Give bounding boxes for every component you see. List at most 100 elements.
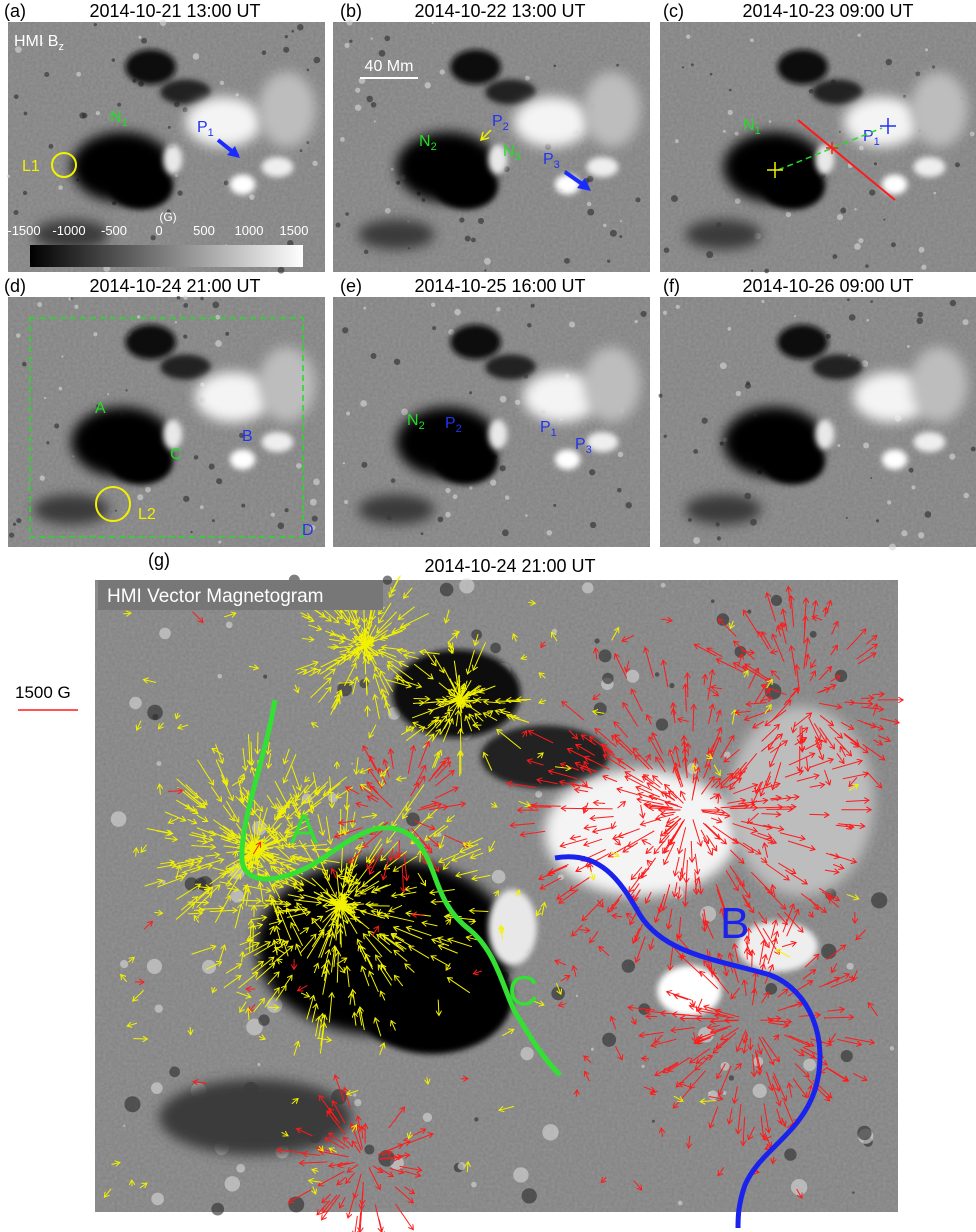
speckle (753, 1084, 767, 1098)
panel-label: (b) (340, 1, 362, 21)
speckle (652, 1120, 655, 1123)
text: P (492, 113, 503, 130)
speckle (209, 464, 215, 470)
speckle (870, 300, 873, 303)
speckle (220, 81, 224, 85)
speckle (810, 631, 817, 638)
subscript: 3 (515, 151, 521, 163)
label-b: B (242, 428, 253, 445)
text: P (863, 128, 874, 145)
speckle (934, 192, 937, 195)
speckle (925, 48, 928, 51)
speckle (890, 1046, 894, 1050)
magnetic-feature (434, 440, 497, 485)
speckle (682, 66, 684, 68)
speckle (619, 235, 622, 238)
magnetic-feature (812, 355, 863, 380)
speckle (500, 396, 507, 403)
speckle (123, 1125, 125, 1127)
panel-time: 2014-10-24 21:00 UT (424, 556, 595, 576)
subscript: z (58, 41, 64, 53)
speckle (355, 104, 361, 110)
speckle (478, 218, 484, 224)
speckle (527, 323, 532, 328)
speckle (194, 455, 199, 460)
speckle (379, 50, 386, 57)
speckle (617, 488, 622, 493)
speckle (970, 132, 975, 137)
speckle (370, 37, 372, 39)
field-vector (496, 701, 520, 702)
speckle (54, 423, 59, 428)
magnetic-feature (914, 157, 946, 177)
speckle (839, 131, 841, 133)
speckle (16, 518, 21, 523)
speckle (678, 1201, 683, 1206)
speckle (200, 505, 204, 509)
magnetic-feature (583, 347, 640, 422)
magnetic-feature (33, 495, 109, 525)
speckle (13, 523, 16, 526)
speckle (736, 391, 741, 396)
speckle (288, 1197, 304, 1213)
speckle (212, 519, 215, 522)
subscript: 1 (208, 127, 214, 139)
speckle (693, 537, 700, 544)
speckle (589, 469, 595, 475)
speckle (735, 198, 741, 204)
speckle (746, 381, 750, 385)
panel-label: (g) (148, 550, 170, 570)
panel-time: 2014-10-24 21:00 UT (89, 276, 260, 296)
speckle (949, 454, 955, 460)
panel-time: 2014-10-25 16:00 UT (414, 276, 585, 296)
speckle (361, 462, 367, 468)
speckle (765, 983, 777, 995)
speckle (858, 238, 863, 243)
speckle (474, 1117, 478, 1121)
field-vector (338, 683, 353, 684)
speckle (602, 1033, 616, 1047)
speckle (215, 315, 220, 320)
text: P (197, 119, 208, 136)
speckle (870, 477, 872, 479)
speckle (231, 889, 244, 902)
speckle (867, 319, 870, 322)
magnetic-feature (488, 420, 507, 450)
speckle (490, 479, 496, 485)
speckle (344, 43, 349, 48)
speckle (857, 33, 860, 36)
speckle (459, 578, 474, 593)
speckle (840, 208, 846, 214)
speckle (351, 763, 353, 765)
speckle (151, 1082, 163, 1094)
speckle (869, 189, 875, 195)
speckle (445, 488, 450, 493)
speckle (364, 1144, 374, 1154)
speckle (190, 531, 192, 533)
panel-label: (d) (4, 276, 26, 296)
colorbar-unit: (G) (159, 210, 176, 224)
speckle (854, 243, 861, 250)
label-a: A (95, 400, 106, 417)
text: N (419, 133, 431, 150)
speckle (564, 258, 570, 264)
magnetic-feature (685, 220, 761, 250)
speckle (720, 442, 724, 446)
speckle (183, 295, 188, 300)
speckle (717, 613, 730, 626)
speckle (271, 513, 275, 517)
panel-time: 2014-10-23 09:00 UT (742, 1, 913, 21)
speckle (554, 65, 557, 68)
speckle (921, 265, 926, 270)
speckle (112, 201, 116, 205)
magnetic-feature (125, 50, 176, 85)
speckle (13, 210, 18, 215)
magnetic-feature (815, 420, 834, 450)
magnetic-feature (812, 80, 863, 105)
speckle (505, 495, 509, 499)
speckle (344, 500, 348, 504)
magnetic-feature (882, 450, 907, 470)
vector-image (95, 575, 898, 1216)
speckle (492, 870, 506, 884)
speckle (747, 610, 751, 614)
